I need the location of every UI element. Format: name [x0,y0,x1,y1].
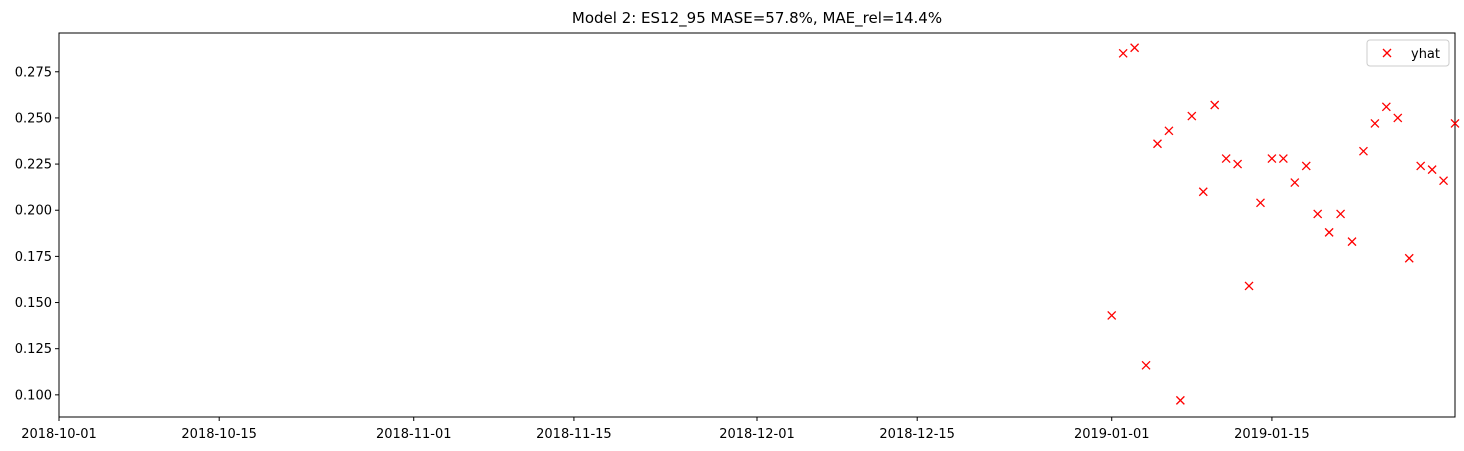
data-point-yhat-2019-01-16 [1278,154,1288,163]
x-tick-label: 2019-01-15 [1234,427,1310,442]
x-tick-label: 2018-10-15 [181,427,257,442]
data-point-yhat-2019-01-06 [1164,126,1174,136]
data-point-yhat-2019-01-05 [1153,139,1162,149]
chart-title: Model 2: ES12_95 MASE=57.8%, MAE_rel=14.… [572,9,942,28]
plot-area-marks [1107,43,1460,405]
data-point-yhat-2019-01-20 [1324,227,1334,237]
data-point-yhat-2019-01-22 [1347,237,1357,247]
data-point-yhat-2019-01-29 [1427,165,1437,175]
data-point-yhat-2019-01-24 [1370,119,1380,128]
data-point-yhat-2019-01-13 [1244,281,1254,291]
data-point-yhat-2019-01-02 [1118,48,1128,58]
data-point-yhat-2019-01-08 [1187,111,1197,121]
y-tick-label: 0.100 [15,388,52,403]
data-point-yhat-2019-01-14 [1256,198,1265,208]
data-point-yhat-2019-01-31 [1450,119,1460,128]
data-point-yhat-2019-01-23 [1358,146,1368,156]
x-tick-label: 2018-12-15 [879,427,955,442]
data-point-yhat-2019-01-09 [1198,187,1208,197]
legend-marker-x [1382,48,1392,58]
legend-label-yhat: yhat [1411,47,1440,62]
data-point-yhat-2019-01-26 [1393,113,1403,123]
x-tick-label: 2018-10-01 [21,427,97,442]
data-point-yhat-2019-01-10 [1210,100,1220,110]
data-point-yhat-2019-01-01 [1107,311,1117,320]
data-point-yhat-2019-01-28 [1416,161,1426,171]
y-tick-label: 0.250 [15,111,52,126]
data-point-yhat-2019-01-11 [1221,154,1231,163]
data-point-yhat-2019-01-03 [1130,43,1140,53]
data-point-yhat-2019-01-18 [1301,161,1311,171]
y-tick-label: 0.200 [15,204,52,219]
x-tick-label: 2018-12-01 [719,427,795,442]
data-point-yhat-2019-01-21 [1336,209,1346,219]
y-tick-label: 0.275 [15,65,52,80]
legend-box [1366,39,1450,67]
x-tick-label: 2019-01-01 [1074,427,1150,442]
data-point-yhat-2019-01-04 [1141,360,1151,370]
y-tick-label: 0.150 [15,296,52,311]
plot-frame [58,32,1456,418]
data-point-yhat-2019-01-07 [1175,395,1185,405]
data-point-yhat-2019-01-19 [1313,209,1323,219]
x-tick-label: 2018-11-15 [536,427,612,442]
y-tick-label: 0.225 [15,158,52,173]
legend: yhat [1366,39,1450,67]
x-tick-label: 2018-11-01 [376,427,452,442]
data-point-yhat-2019-01-27 [1404,253,1414,263]
y-tick-label: 0.175 [15,250,52,265]
data-point-yhat-2019-01-12 [1233,159,1243,169]
data-point-yhat-2019-01-30 [1439,176,1449,186]
y-tick-label: 0.125 [15,342,52,357]
data-point-yhat-2019-01-25 [1381,102,1391,112]
axes: 0.100 0.125 0.150 0.175 0.200 0.225 0.250 0.275… [15,32,1456,442]
data-point-yhat-2019-01-17 [1290,178,1300,187]
data-point-yhat-2019-01-15 [1267,154,1277,163]
